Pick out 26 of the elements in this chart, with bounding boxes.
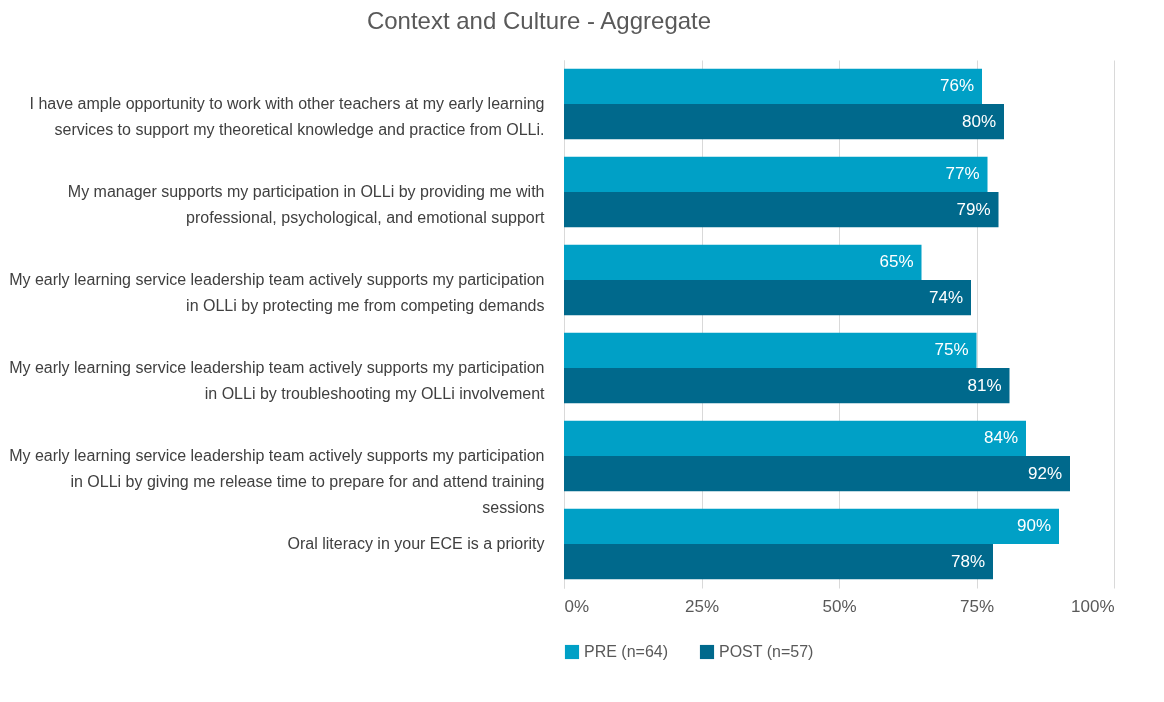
y-tick-label: Oral literacy in your ECE is a priority [287, 535, 545, 552]
y-tick-label: My early learning service leadership team actively supports my participation in OLLi by protecting me from competing demands [9, 271, 545, 314]
text: 92% [1027, 463, 1062, 483]
y-tick-label: My manager supports my participation in OLLi by providing me with professional, psychological, and emotional support [67, 183, 546, 226]
y-tick-label: My early learning service leadership team actively supports my participation in OLLi by troubleshooting my OLLi involvement [9, 359, 546, 402]
text: 76% [939, 76, 974, 96]
x-tick-label: 50% [822, 596, 857, 616]
text: 77% [945, 164, 980, 184]
y-tick-label: I have ample opportunity to work with other teachers at my early learning services to support my theoretical knowledge and practice from OLLi. [29, 95, 545, 138]
text: 90% [1016, 516, 1051, 536]
text: 74% [928, 287, 963, 307]
legend-label: PRE (n=64) [584, 643, 669, 660]
text: 75% [934, 340, 969, 360]
text: 80% [961, 111, 996, 131]
chart-title: Context and Culture - Aggregate [366, 7, 712, 34]
legend-label: POST (n=57) [719, 643, 814, 660]
text: 79% [956, 199, 991, 219]
text: 84% [983, 428, 1018, 448]
x-tick-label: 25% [684, 596, 720, 616]
x-tick-label: 0% [564, 596, 590, 616]
text: 65% [879, 252, 914, 272]
y-tick-label: My early learning service leadership team actively supports my participation in OLLi by giving me release time to prepare for and attend training sessions [9, 447, 545, 516]
x-tick-label: 100% [1071, 596, 1115, 616]
x-tick-label: 75% [959, 596, 995, 616]
text: 78% [950, 551, 985, 571]
text: 81% [967, 375, 1002, 395]
